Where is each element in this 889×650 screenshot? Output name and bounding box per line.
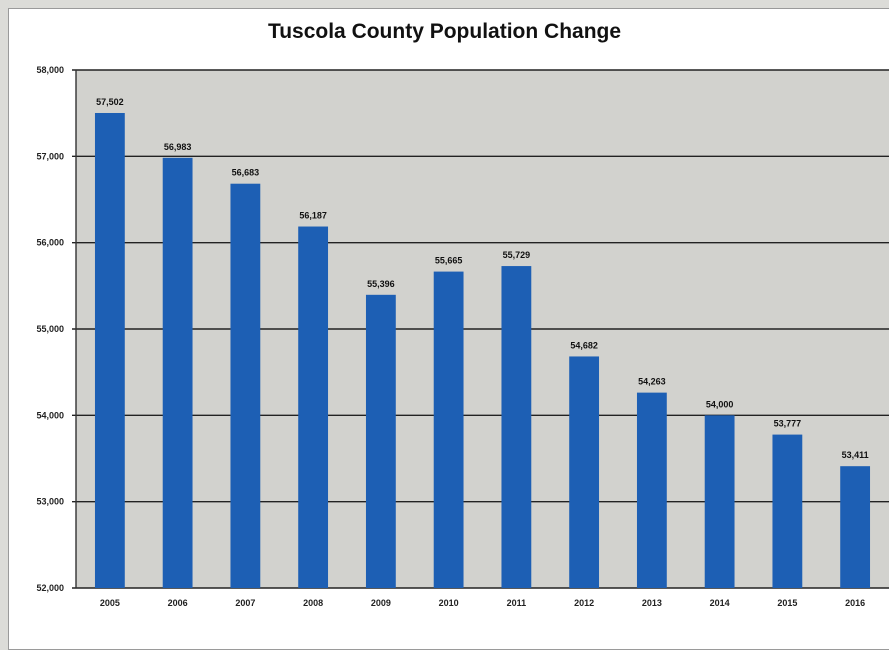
data-label: 57,502 <box>96 97 124 107</box>
bar <box>230 183 261 589</box>
y-tick-label: 53,000 <box>36 497 64 507</box>
bar <box>569 356 600 588</box>
data-label: 54,263 <box>638 377 666 387</box>
bar <box>501 266 532 588</box>
x-tick-label: 2016 <box>845 598 865 608</box>
data-label: 55,396 <box>367 279 395 289</box>
data-label: 54,000 <box>706 399 734 409</box>
x-tick-label: 2005 <box>100 598 120 608</box>
x-tick-label: 2015 <box>777 598 797 608</box>
x-tick-label: 2006 <box>168 598 188 608</box>
bar <box>433 271 464 588</box>
x-tick-label: 2011 <box>507 598 527 608</box>
y-tick-label: 58,000 <box>36 65 64 75</box>
data-label: 56,683 <box>232 168 260 178</box>
bar <box>704 415 735 588</box>
bar <box>772 434 803 588</box>
x-tick-label: 2008 <box>303 598 323 608</box>
y-tick-label: 56,000 <box>36 238 64 248</box>
data-label: 56,983 <box>164 142 192 152</box>
bar <box>365 294 396 588</box>
data-label: 55,729 <box>503 250 531 260</box>
data-label: 56,187 <box>299 211 327 221</box>
y-tick-label: 52,000 <box>36 583 64 593</box>
data-label: 54,682 <box>570 340 598 350</box>
x-tick-label: 2013 <box>642 598 662 608</box>
chart-title: Tuscola County Population Change <box>267 20 622 43</box>
bar <box>94 112 125 588</box>
bar <box>840 466 871 588</box>
data-label: 53,411 <box>842 450 869 460</box>
x-tick-label: 2014 <box>710 598 730 608</box>
x-tick-label: 2007 <box>235 598 255 608</box>
x-tick-label: 2009 <box>371 598 391 608</box>
bar <box>162 157 193 588</box>
data-label: 53,777 <box>774 419 802 429</box>
y-tick-label: 55,000 <box>36 324 64 334</box>
x-tick-label: 2010 <box>439 598 459 608</box>
bar <box>636 392 667 588</box>
bar <box>298 226 329 588</box>
data-label: 55,665 <box>435 256 463 266</box>
y-tick-label: 57,000 <box>36 151 64 161</box>
x-tick-label: 2012 <box>574 598 594 608</box>
y-tick-label: 54,000 <box>36 410 64 420</box>
